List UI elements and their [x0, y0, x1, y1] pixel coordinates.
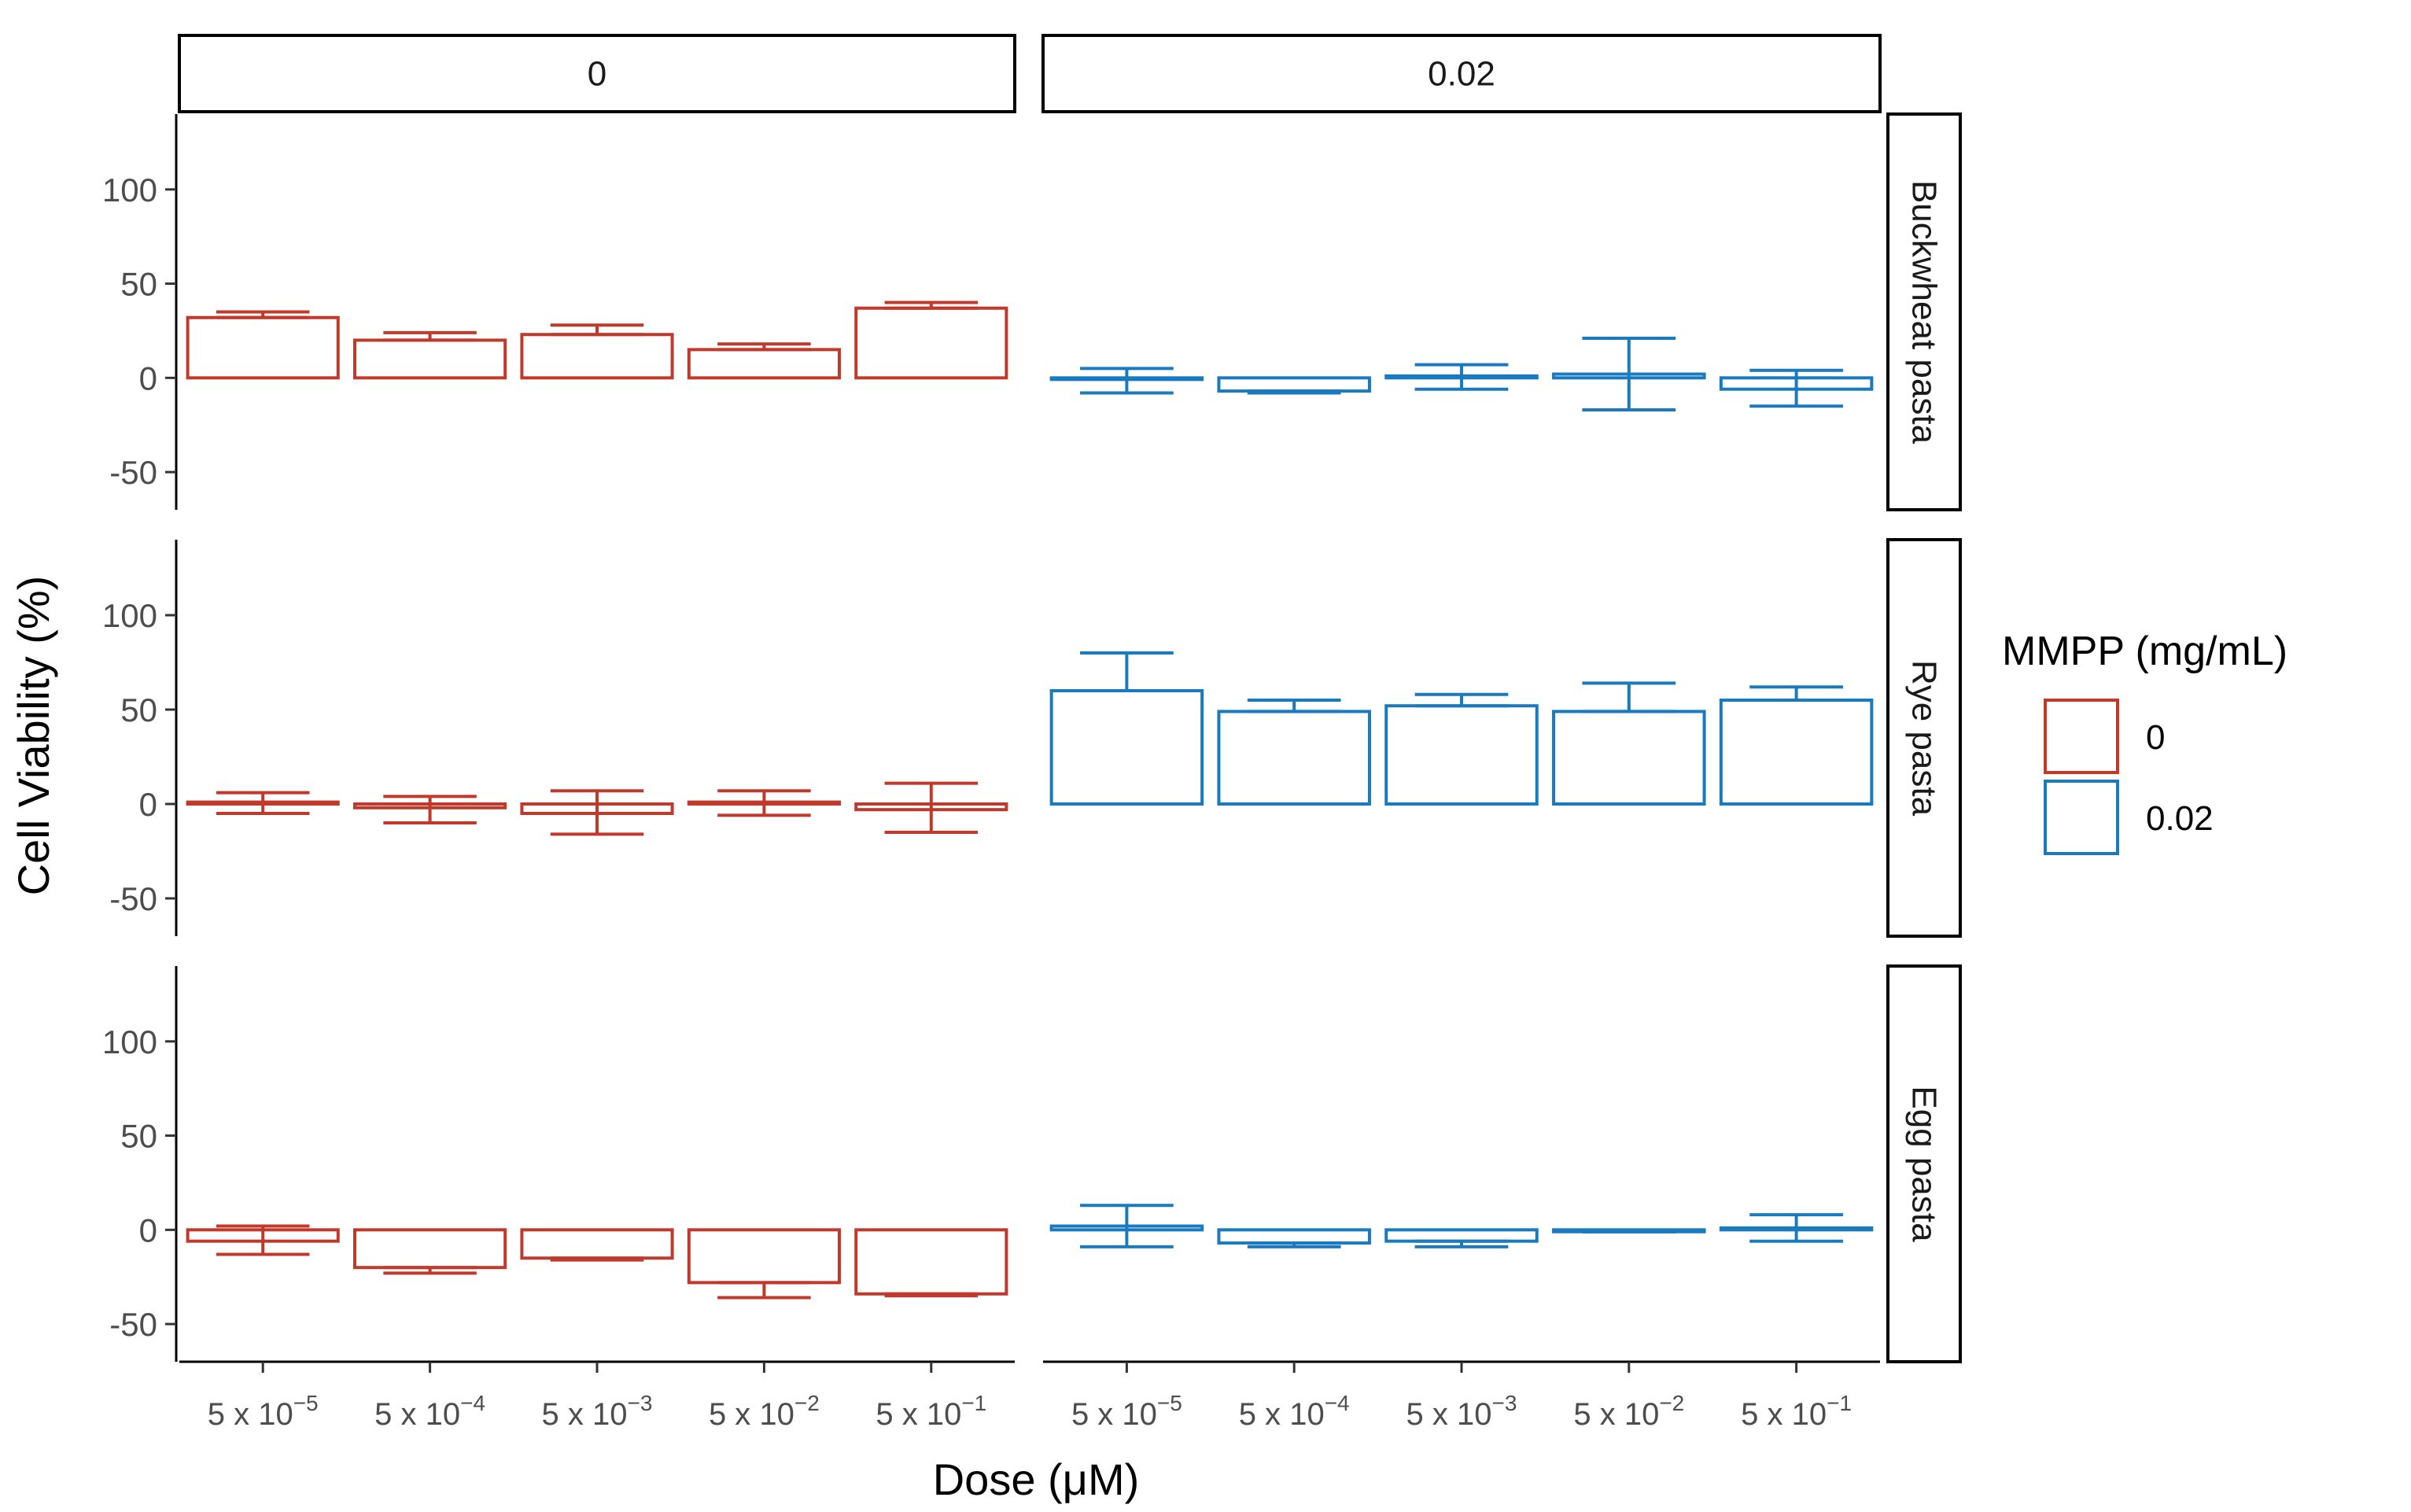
- facet-strip-col-0: [178, 34, 1016, 113]
- x-tick-label: 5 x 10−1: [1741, 1391, 1852, 1432]
- bar: [854, 1228, 1008, 1296]
- bar: [520, 1228, 674, 1260]
- x-tick-label: 5 x 10−4: [1239, 1391, 1350, 1432]
- x-axis-title: Dose (μM): [933, 1455, 1140, 1504]
- bar: [353, 1228, 507, 1270]
- panel-1-0: [186, 781, 1008, 836]
- y-tick-label: 100: [102, 597, 157, 634]
- x-tick-label: 5 x 10−2: [1573, 1391, 1684, 1432]
- bar: [1217, 376, 1371, 393]
- legend-label: 0: [2146, 718, 2165, 757]
- bar: [1049, 689, 1204, 806]
- bar: [1552, 710, 1706, 806]
- legend-key: [2044, 780, 2119, 855]
- x-tick-label: 5 x 10−4: [374, 1391, 485, 1432]
- panel-0-1: [1049, 337, 1874, 412]
- bar: [1384, 1228, 1539, 1243]
- legend-label: 0.02: [2146, 799, 2214, 838]
- facet-strip-col-1: [1041, 34, 1882, 113]
- panel-1-1: [1049, 651, 1874, 806]
- y-tick-label: 0: [139, 1211, 157, 1248]
- x-tick-label: 5 x 10−1: [876, 1391, 986, 1432]
- facet-strips-layer: 0 0.02 Buckwheat pasta Rye pasta Egg pasta: [178, 34, 1962, 1363]
- legend-key: [2044, 699, 2119, 774]
- bar: [520, 333, 674, 380]
- x-tick-label: 5 x 10−5: [208, 1391, 319, 1432]
- facet-strip-col-label: 0: [588, 55, 606, 94]
- facet-strip-col-label: 0.02: [1428, 55, 1495, 94]
- y-axis-title: Cell Viability (%): [9, 576, 58, 896]
- legend-title: MMPP (mg/mL): [2002, 629, 2288, 674]
- bar: [1719, 699, 1874, 806]
- bar: [687, 348, 841, 380]
- bar: [1384, 704, 1539, 806]
- bar: [687, 1228, 841, 1285]
- y-tick-label: 50: [120, 1118, 157, 1155]
- facet-strip-row-label: Buckwheat pasta: [1905, 180, 1944, 444]
- facet-strip-row-label: Rye pasta: [1905, 660, 1944, 817]
- y-tick-label: 100: [102, 171, 157, 208]
- x-tick-label: 5 x 10−3: [1406, 1391, 1517, 1432]
- y-tick-label: 100: [102, 1023, 157, 1060]
- x-tick-label: 5 x 10−2: [709, 1391, 820, 1432]
- panel-0-0: [186, 301, 1008, 380]
- bar: [186, 315, 340, 380]
- x-tick-label: 5 x 10−3: [542, 1391, 653, 1432]
- y-tick-label: 50: [120, 691, 157, 728]
- y-tick-label: -50: [109, 454, 157, 491]
- bar: [854, 306, 1008, 380]
- x-tick-label: 5 x 10−5: [1071, 1391, 1182, 1432]
- facet-strip-row-0: [1886, 112, 1962, 511]
- bar: [1217, 710, 1371, 806]
- facet-strip-row-2: [1886, 964, 1962, 1363]
- facet-strip-row-label: Egg pasta: [1905, 1086, 1944, 1242]
- axes-layer: -50 0 50 100 -50 0 50 100 -50 0 50 100 5 x 10−5 5 x 1…: [102, 114, 1880, 1432]
- panels-layer: [186, 301, 1874, 1300]
- panel-2-1: [1049, 1204, 1874, 1248]
- y-tick-label: 0: [139, 360, 157, 396]
- y-tick-label: -50: [109, 1306, 157, 1343]
- y-tick-label: 0: [139, 786, 157, 823]
- panel-2-0: [186, 1224, 1008, 1300]
- bar: [353, 338, 507, 380]
- facet-strip-row-1: [1886, 538, 1962, 938]
- bar: [1217, 1228, 1371, 1245]
- y-tick-label: -50: [109, 880, 157, 917]
- legend: MMPP (mg/mL) 0 0.02: [2002, 629, 2288, 855]
- y-tick-label: 50: [120, 266, 157, 303]
